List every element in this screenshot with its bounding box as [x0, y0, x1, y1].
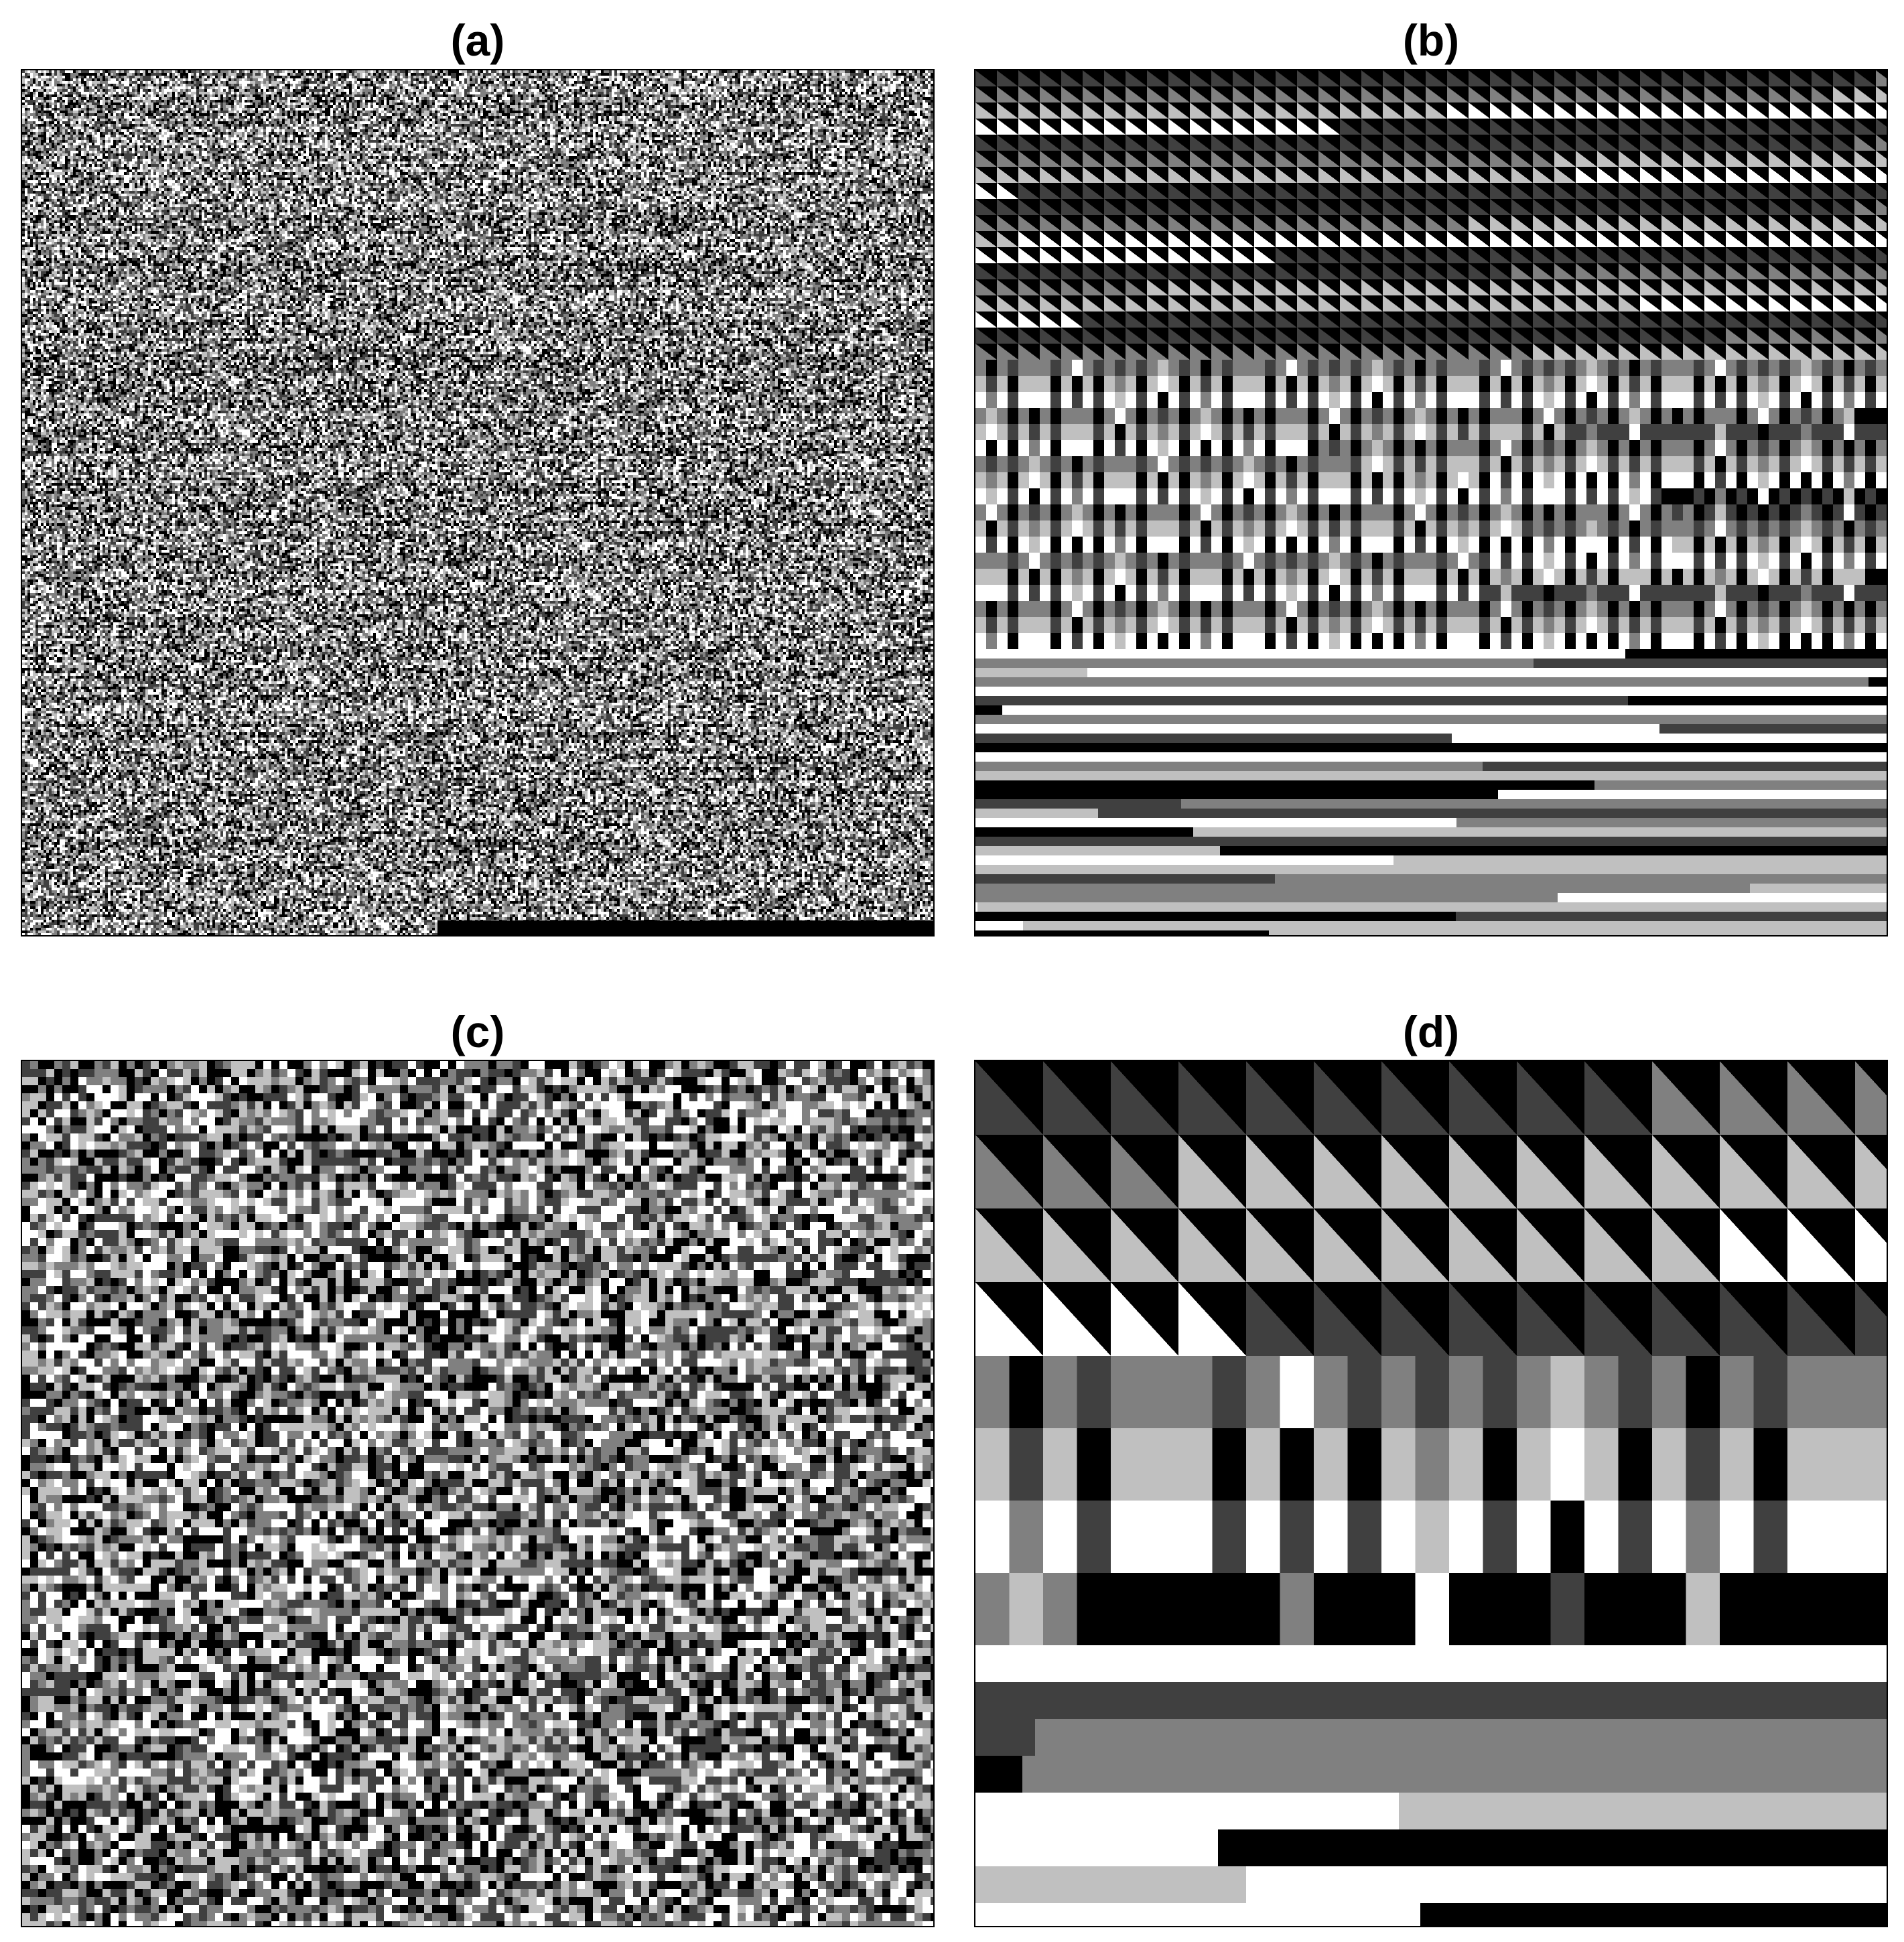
panel-title-a: (a): [20, 13, 935, 67]
panel-b-pattern-image: [974, 69, 1888, 937]
panel-title-c: (c): [20, 1005, 935, 1058]
noise-texture-image: [22, 1061, 933, 1926]
panel-title-b: (b): [973, 13, 1889, 67]
grayscale-pattern-image: [975, 70, 1887, 935]
grayscale-pattern-image: [975, 1061, 1887, 1926]
noise-texture-image: [22, 70, 933, 935]
panel-c-noise-image: [21, 1060, 935, 1927]
panel-a-noise-image: [21, 69, 935, 937]
panel-title-d: (d): [973, 1005, 1889, 1058]
panel-d-pattern-image: [974, 1060, 1888, 1927]
